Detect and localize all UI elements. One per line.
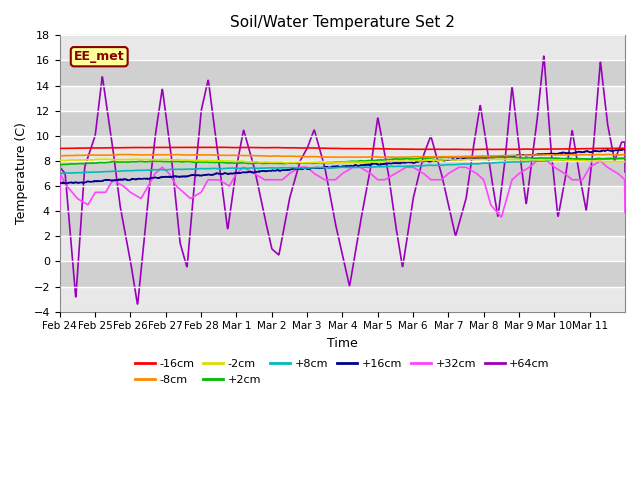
Bar bbox=[60, 136, 625, 161]
X-axis label: Time: Time bbox=[327, 337, 358, 350]
Bar bbox=[60, 85, 625, 111]
Bar bbox=[60, 36, 625, 60]
Y-axis label: Temperature (C): Temperature (C) bbox=[15, 122, 28, 225]
Bar bbox=[60, 60, 625, 85]
Bar bbox=[60, 262, 625, 287]
Title: Soil/Water Temperature Set 2: Soil/Water Temperature Set 2 bbox=[230, 15, 455, 30]
Bar bbox=[60, 287, 625, 312]
Bar bbox=[60, 161, 625, 186]
Legend: -16cm, -8cm, -2cm, +2cm, +8cm, +16cm, +32cm, +64cm: -16cm, -8cm, -2cm, +2cm, +8cm, +16cm, +3… bbox=[131, 355, 554, 389]
Bar bbox=[60, 211, 625, 236]
Bar bbox=[60, 111, 625, 136]
Bar bbox=[60, 236, 625, 262]
Text: EE_met: EE_met bbox=[74, 50, 125, 63]
Bar bbox=[60, 186, 625, 211]
